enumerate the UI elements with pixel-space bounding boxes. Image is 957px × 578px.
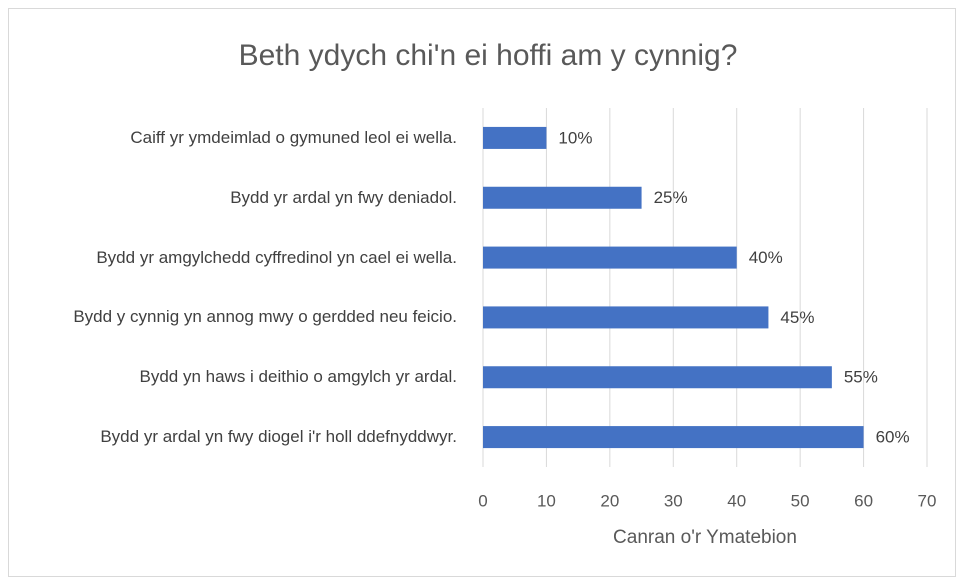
bar (483, 366, 832, 389)
x-axis-title: Canran o'r Ymatebion (613, 527, 797, 548)
y-tick-label: Bydd yr amgylchedd cyffredinol yn cael e… (96, 247, 457, 267)
data-label: 45% (780, 308, 814, 327)
chart-title: Beth ydych chi'n ei hoffi am y cynnig? (239, 39, 738, 72)
data-label: 10% (558, 128, 592, 147)
y-tick-label: Bydd yr ardal yn fwy deniadol. (230, 187, 457, 207)
bar (483, 246, 737, 269)
x-tick-label: 10 (537, 491, 556, 510)
y-tick-label: Bydd yn haws i deithio o amgylch yr arda… (139, 367, 458, 387)
data-label: 25% (654, 188, 688, 207)
bar (483, 186, 642, 209)
data-label: 40% (749, 248, 783, 267)
bar (483, 426, 864, 449)
y-tick-label: Bydd yr ardal yn fwy diogel i'r holl dde… (100, 427, 457, 447)
x-tick-label: 20 (600, 491, 619, 510)
data-label: 55% (844, 368, 878, 387)
x-tick-label: 50 (791, 491, 810, 510)
bar (483, 306, 769, 329)
x-tick-label: 30 (664, 491, 683, 510)
y-tick-label: Bydd y cynnig yn annog mwy o gerdded neu… (73, 307, 457, 327)
x-tick-label: 60 (854, 491, 873, 510)
y-tick-label: Caiff yr ymdeimlad o gymuned leol ei wel… (130, 127, 457, 147)
bar (483, 126, 547, 149)
chart-border (8, 8, 956, 577)
x-tick-label: 0 (478, 491, 487, 510)
x-tick-label: 40 (727, 491, 746, 510)
data-label: 60% (876, 428, 910, 447)
x-tick-label: 70 (918, 491, 937, 510)
